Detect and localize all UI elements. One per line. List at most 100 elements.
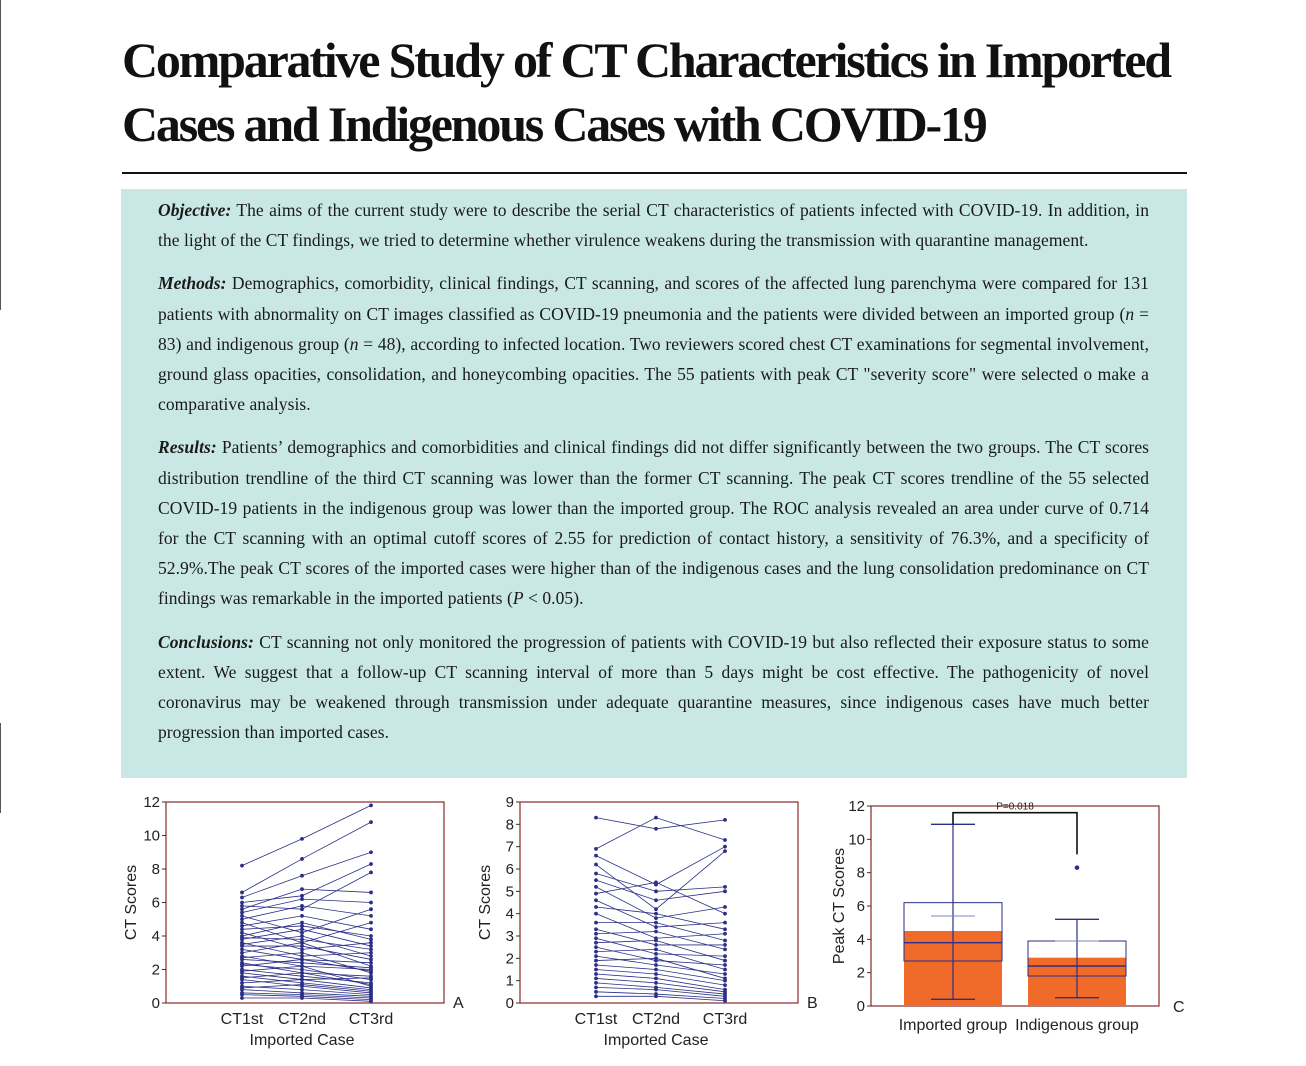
chart-b-y-axis-label: CT Scores — [477, 865, 494, 940]
chart-a-series-line — [241, 898, 372, 913]
chart-a-y-tick-label: 4 — [152, 928, 160, 945]
chart-a-data-point — [240, 970, 244, 975]
chart-b-data-point — [654, 916, 658, 921]
chart-a-x-tick-label: CT3rd — [349, 1011, 393, 1028]
chart-b-data-point — [723, 958, 727, 963]
chart-c-y-tick-label: 4 — [857, 931, 865, 948]
chart-a-data-point — [240, 895, 244, 900]
chart-b-x-tick-label: CT3rd — [703, 1011, 747, 1028]
chart-b-x-axis-label: Imported Case — [604, 1032, 709, 1049]
chart-b-data-point — [654, 943, 658, 947]
chart-b-data-point — [723, 978, 727, 983]
chart-b-data-point — [594, 853, 598, 858]
chart-a-data-point — [240, 964, 244, 969]
chart-a-data-point — [369, 900, 373, 905]
chart-a-data-point — [240, 920, 244, 925]
chart-a-data-point — [369, 934, 373, 938]
chart-a-data-point — [369, 986, 373, 990]
chart-a-series-line — [241, 915, 372, 930]
chart-a-data-point — [369, 890, 373, 895]
chart-b-data-point — [594, 954, 598, 958]
chart-b-data-point — [594, 847, 598, 851]
chart-a-data-point — [300, 964, 304, 969]
chart-a-data-point — [240, 900, 244, 905]
chart-a-data-point — [300, 960, 304, 965]
chart-c-x-tick-label: Indigenous group — [1015, 1017, 1139, 1034]
chart-a-data-point — [240, 907, 244, 912]
chart-a-data-point — [300, 957, 304, 962]
conclusions-label: Conclusions: — [158, 631, 254, 652]
chart-a-data-point — [300, 950, 304, 955]
chart-a-data-point — [369, 944, 373, 948]
chart-a-data-point — [240, 981, 244, 985]
chart-b-data-point — [654, 956, 658, 961]
chart-b-data-point — [654, 911, 658, 916]
chart-a-data-point — [369, 957, 373, 962]
methods-text-3: = 48), according to infected location. T… — [158, 333, 1149, 415]
chart-a-data-point — [369, 947, 373, 952]
chart-a-data-point — [240, 950, 244, 955]
chart-b-series-line — [595, 850, 726, 910]
chart-a-data-point — [369, 982, 373, 987]
chart-a-data-point — [369, 940, 373, 945]
chart-b-data-point — [654, 889, 658, 894]
chart-c-y-axis-label: Peak CT Scores — [831, 848, 848, 964]
chart-a-data-point — [240, 944, 244, 948]
chart-b-data-point — [654, 938, 658, 943]
chart-a-data-point — [300, 857, 304, 861]
results-text-1: Patients’ demographics and comorbidities… — [158, 437, 1149, 609]
chart-b-y-tick-label: 4 — [506, 906, 514, 923]
chart-b-data-point — [723, 931, 727, 936]
chart-b-y-tick-label: 2 — [506, 950, 514, 967]
chart-a-data-point — [369, 989, 373, 994]
chart-b-data-point — [594, 891, 598, 896]
results-paragraph: Results: Patients’ demographics and como… — [158, 432, 1149, 613]
chart-a-data-point — [300, 987, 304, 992]
chart-b-data-point — [723, 920, 727, 925]
chart-c-y-tick-label: 6 — [857, 898, 865, 915]
chart-a-data-point — [369, 937, 373, 942]
chart-b-data-point — [723, 983, 727, 988]
chart-a-data-point — [300, 937, 304, 942]
chart-c-y-tick-label: 12 — [848, 798, 865, 815]
chart-b-data-point — [654, 967, 658, 972]
chart-b-data-point — [654, 907, 658, 912]
chart-a-data-point — [300, 940, 304, 945]
chart-b-x-tick-label: CT1st — [575, 1011, 618, 1028]
chart-a-data-point — [369, 969, 373, 974]
chart-b-data-point — [594, 862, 598, 867]
chart-b-plot-frame — [519, 801, 799, 1004]
chart-a-data-point — [369, 920, 373, 925]
chart-a-data-point — [240, 924, 244, 928]
chart-a-data-point — [300, 924, 304, 928]
chart-b-data-point — [654, 929, 658, 934]
chart-b-y-tick-label: 1 — [506, 973, 514, 990]
chart-b-data-point — [594, 920, 598, 925]
chart-b-data-point — [654, 987, 658, 992]
methods-n-1: n — [1125, 303, 1135, 324]
chart-b-series-line — [595, 937, 726, 957]
results-label: Results: — [158, 437, 217, 458]
chart-a-data-point — [369, 954, 373, 958]
chart-a-data-point — [240, 992, 244, 997]
chart-b-data-point — [594, 994, 598, 999]
chart-a-data-point — [300, 930, 304, 935]
chart-a-y-tick-label: 12 — [143, 794, 160, 811]
chart-b-data-point — [594, 884, 598, 889]
chart-a-series-line — [241, 863, 372, 903]
chart-b-data-point — [654, 815, 658, 820]
chart-b-data-point — [594, 985, 598, 990]
chart-b-data-point — [594, 976, 598, 981]
chart-a-data-point — [300, 887, 304, 891]
chart-a-data-point — [369, 862, 373, 866]
results-text-2: < 0.05). — [523, 588, 584, 609]
chart-a-data-point — [369, 870, 373, 875]
chart-a-data-point — [300, 903, 304, 908]
chart-a-data-point — [240, 903, 244, 908]
chart-a-data-point — [369, 803, 373, 808]
chart-a-series-line — [241, 937, 372, 950]
chart-b-data-point — [654, 981, 658, 985]
chart-b-x-tick-label: CT2nd — [632, 1011, 680, 1028]
chart-b-data-point — [723, 844, 727, 849]
chart-c-panel-letter: C — [1173, 999, 1185, 1016]
